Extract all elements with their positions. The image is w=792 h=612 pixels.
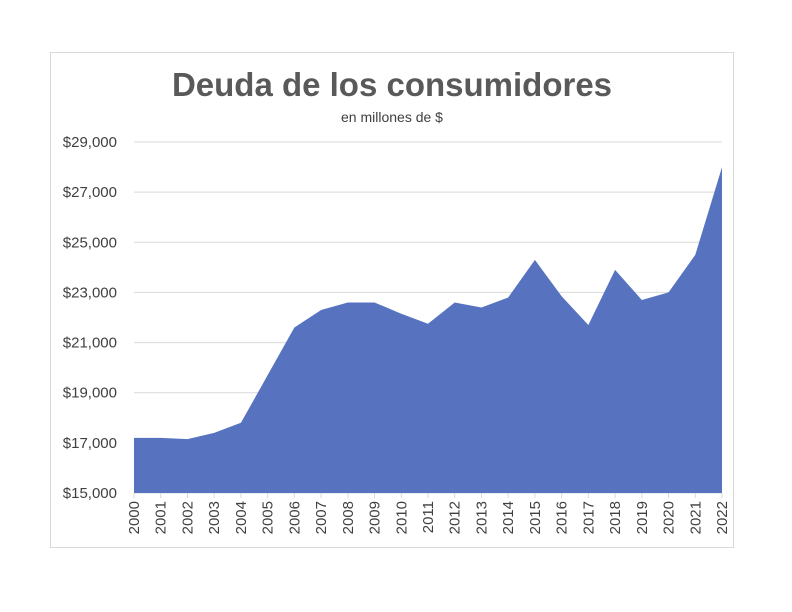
y-tick-label: $17,000 <box>63 435 117 452</box>
chart-title: Deuda de los consumidores <box>172 66 612 103</box>
x-tick-label: 2016 <box>554 501 571 534</box>
x-tick-label: 2018 <box>607 501 624 534</box>
plot-area <box>134 167 722 493</box>
y-tick-label: $29,000 <box>63 134 117 151</box>
x-tick-label: 2008 <box>340 501 357 534</box>
x-tick-label: 2020 <box>661 501 678 534</box>
x-tick-label: 2021 <box>687 501 704 534</box>
y-tick-label: $25,000 <box>63 234 117 251</box>
x-tick-label: 2005 <box>260 501 277 534</box>
area-series <box>134 167 722 493</box>
x-tick-label: 2003 <box>206 501 223 534</box>
x-tick-label: 2010 <box>393 501 410 534</box>
axes: $15,000 $17,000 $19,000 $21,000 $23,000 $25,0… <box>63 134 731 534</box>
y-tick-label: $23,000 <box>63 284 117 301</box>
x-tick-label: 2022 <box>714 501 731 534</box>
y-tick-label: $21,000 <box>63 335 117 352</box>
x-tick-label: 2015 <box>527 501 544 534</box>
x-tick-label: 2012 <box>447 501 464 534</box>
chart-subtitle: en millones de $ <box>341 109 443 125</box>
x-tick-label: 2011 <box>420 501 437 533</box>
x-tick-label: 2002 <box>179 501 196 534</box>
x-tick-label: 2004 <box>233 501 250 534</box>
x-tick-label: 2019 <box>634 501 651 534</box>
x-tick-label: 2013 <box>473 501 490 534</box>
y-tick-label: $15,000 <box>63 485 117 502</box>
y-tick-label: $19,000 <box>63 385 117 402</box>
x-tick-label: 2017 <box>580 501 597 534</box>
x-tick-label: 2001 <box>153 501 170 534</box>
y-tick-label: $27,000 <box>63 184 117 201</box>
x-tick-label: 2006 <box>286 501 303 534</box>
x-tick-label: 2009 <box>367 501 384 534</box>
x-tick-label: 2000 <box>126 501 143 534</box>
x-tick-label: 2007 <box>313 501 330 534</box>
x-tick-label: 2014 <box>500 501 517 534</box>
